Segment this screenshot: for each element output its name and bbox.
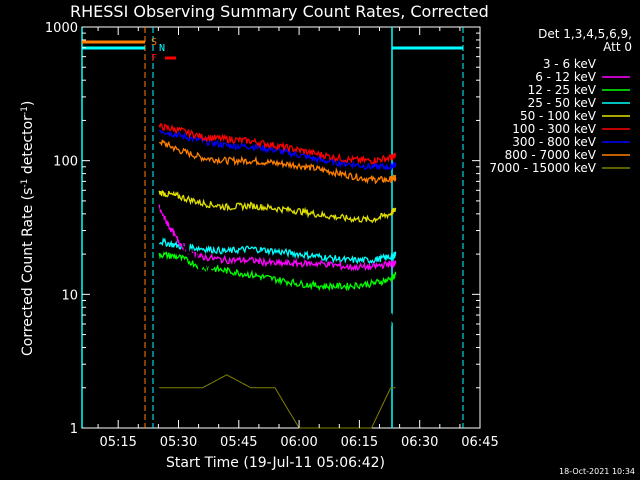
chart-title: RHESSI Observing Summary Count Rates, Co… [70, 2, 489, 21]
x-tick-label: 05:15 [99, 435, 136, 450]
x-tick-label: 06:15 [341, 435, 378, 450]
legend-label: 100 - 300 keV [512, 122, 596, 136]
x-axis-label: Start Time (19-Jul-11 05:06:42) [166, 455, 385, 471]
axis-ticks: 05:15 05:30 05:45 06:00 06:15 06:30 06:45 1 10 10… [45, 21, 499, 450]
event-markers [81, 27, 464, 428]
y-axis-label: Corrected Count Rate (s-1 detector-1) [20, 101, 36, 356]
date-stamp: 18-Oct-2021 10:34 [559, 467, 635, 476]
series-line-3 [158, 237, 397, 265]
series-line-5 [158, 122, 397, 165]
y-tick-label: 10 [61, 288, 78, 303]
x-tick-label: 06:30 [401, 435, 438, 450]
series-line-0 [158, 195, 397, 328]
y-tick-label: 1000 [45, 21, 78, 36]
x-tick-label: 06:45 [461, 435, 498, 450]
x-tick-label: 06:00 [280, 435, 317, 450]
series-line-8 [159, 374, 396, 429]
series-group [158, 122, 397, 429]
series-line-4 [158, 189, 397, 224]
legend-label: 800 - 7000 keV [505, 148, 597, 162]
x-tick-label: 05:45 [220, 435, 257, 450]
flag-label-f: F [151, 53, 157, 64]
legend-header-line1: Det 1,3,4,5,6,9, [538, 27, 632, 41]
series-line-1 [158, 204, 397, 272]
legend-header-line2: Att 0 [603, 40, 632, 54]
legend-label: 6 - 12 keV [535, 70, 597, 84]
x-tick-label: 05:30 [160, 435, 197, 450]
legend-label: 7000 - 15000 keV [489, 161, 596, 175]
legend-label: 25 - 50 keV [528, 96, 597, 110]
legend-label: 12 - 25 keV [528, 83, 597, 97]
series-line-6 [158, 129, 397, 171]
series-line-7 [159, 139, 397, 185]
legend-label: 3 - 6 keV [543, 57, 597, 71]
flag-label-s: S [151, 37, 157, 48]
flag-label-n: N [159, 43, 165, 54]
y-tick-label: 1 [70, 422, 78, 437]
legend-label: 300 - 800 keV [512, 135, 596, 149]
y-tick-label: 100 [53, 155, 78, 170]
legend-label: 50 - 100 keV [520, 109, 597, 123]
flag-bars: S N F [82, 37, 463, 64]
